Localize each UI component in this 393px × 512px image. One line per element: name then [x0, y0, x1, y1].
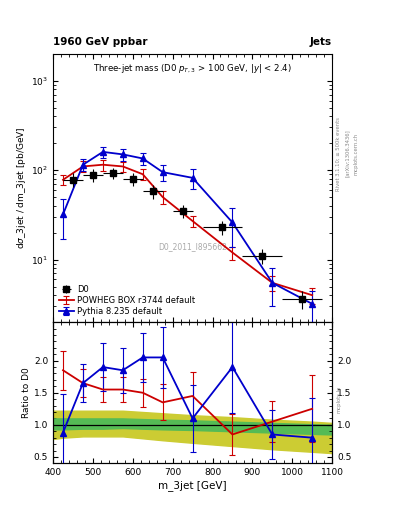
Legend: D0, POWHEG BOX r3744 default, Pythia 8.235 default: D0, POWHEG BOX r3744 default, Pythia 8.2…: [57, 284, 197, 318]
Text: 1960 GeV ppbar: 1960 GeV ppbar: [53, 37, 147, 47]
Y-axis label: d$\sigma$_3jet / dm_3jet [pb/GeV]: d$\sigma$_3jet / dm_3jet [pb/GeV]: [15, 126, 28, 249]
Text: mcplots.lo: mcplots.lo: [336, 386, 341, 413]
Y-axis label: Ratio to D0: Ratio to D0: [22, 368, 31, 418]
Text: Jets: Jets: [310, 37, 332, 47]
Text: [arXiv:1306.3436]: [arXiv:1306.3436]: [345, 130, 350, 178]
Text: Three-jet mass (D0 $p_{T,3}$ > 100 GeV, $|y|$ < 2.4): Three-jet mass (D0 $p_{T,3}$ > 100 GeV, …: [93, 62, 292, 75]
Text: D0_2011_I895662: D0_2011_I895662: [158, 243, 227, 251]
X-axis label: m_3jet [GeV]: m_3jet [GeV]: [158, 480, 227, 491]
Text: mcplots.cern.ch: mcplots.cern.ch: [354, 133, 359, 175]
Text: Rivet 3.1.10; ≥ 500k events: Rivet 3.1.10; ≥ 500k events: [336, 117, 341, 190]
